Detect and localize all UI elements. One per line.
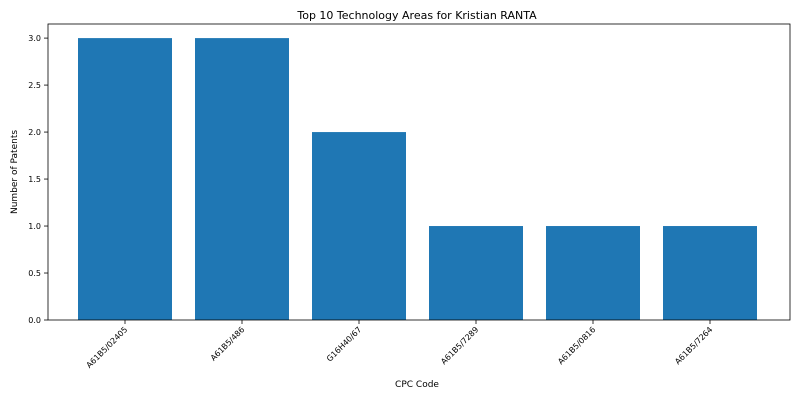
x-axis-label: CPC Code	[395, 380, 439, 390]
y-tick-label: 2.5	[28, 81, 41, 90]
bar-g16h40-67	[312, 132, 406, 320]
y-axis: 0.0 0.5 1.0 1.5 2.0 2.5 3.0	[28, 34, 48, 325]
bars-group	[78, 38, 757, 320]
y-axis-label: Number of Patents	[10, 130, 20, 214]
x-tick-label: A61B5/7289	[439, 325, 480, 366]
y-tick-label: 1.5	[28, 175, 41, 184]
chart-title: Top 10 Technology Areas for Kristian RAN…	[296, 9, 537, 22]
bar-a61b5-02405	[78, 38, 172, 320]
x-tick-label: A61B5/7264	[673, 325, 714, 366]
bar-a61b5-0816	[546, 226, 640, 320]
x-tick-label: A61B5/486	[209, 325, 247, 363]
bar-a61b5-7264	[663, 226, 757, 320]
y-tick-label: 0.5	[28, 269, 41, 278]
y-tick-label: 1.0	[28, 222, 41, 231]
bar-a61b5-7289	[429, 226, 523, 320]
y-tick-label: 2.0	[28, 128, 41, 137]
x-tick-label: G16H40/67	[325, 325, 364, 364]
y-tick-label: 0.0	[28, 316, 41, 325]
y-tick-label: 3.0	[28, 34, 41, 43]
x-tick-label: A61B5/0816	[556, 325, 597, 366]
x-axis: A61B5/02405 A61B5/486 G16H40/67 A61B5/7289 A…	[85, 320, 715, 370]
bar-a61b5-486	[195, 38, 289, 320]
x-tick-label: A61B5/02405	[85, 325, 130, 370]
